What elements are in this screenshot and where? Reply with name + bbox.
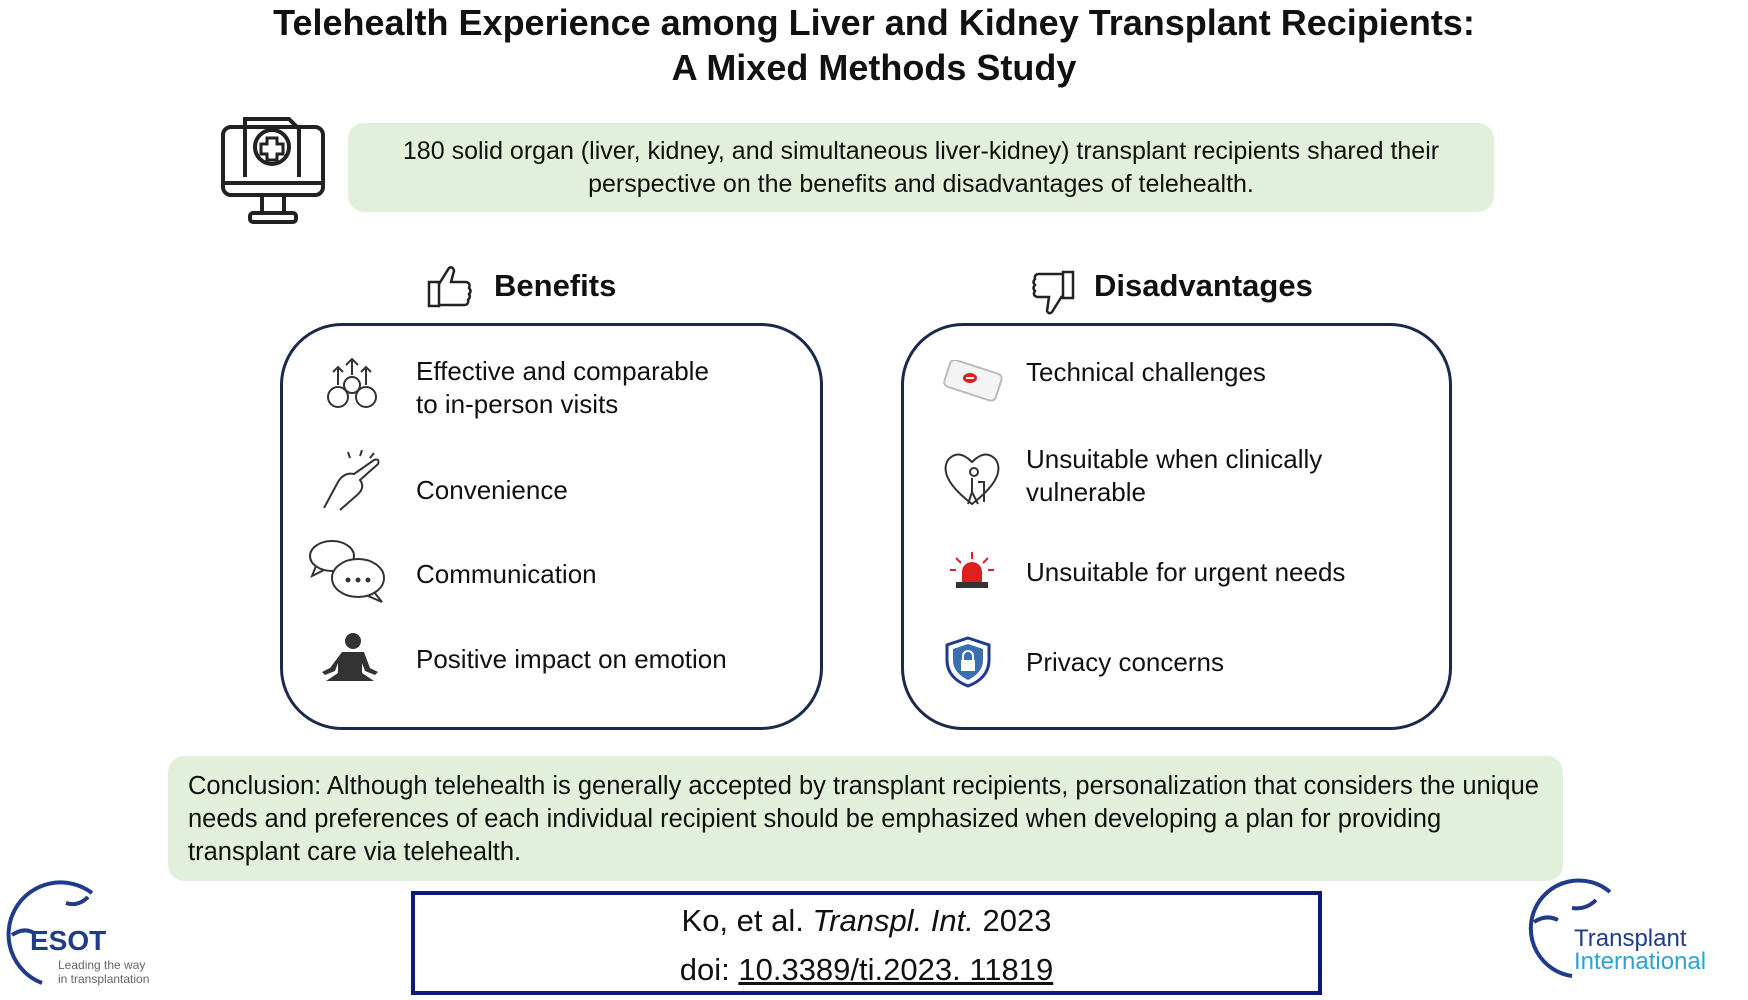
alarm-siren-icon	[948, 550, 996, 590]
study-summary: 180 solid organ (liver, kidney, and simu…	[348, 123, 1494, 212]
citation-box: Ko, et al. Transpl. Int. 2023 doi: 10.33…	[411, 891, 1322, 995]
disadvantage-label: Unsuitable when clinically	[1026, 444, 1323, 474]
benefit-emotion: Positive impact on emotion	[416, 644, 727, 674]
citation-year: 2023	[982, 903, 1052, 938]
heart-elderly-icon	[942, 450, 1002, 508]
gears-arrows-icon	[318, 355, 386, 413]
title-line-1: Telehealth Experience among Liver and Ki…	[273, 2, 1475, 43]
thumbs-up-icon	[427, 264, 473, 308]
ti-wordmark-2: International	[1574, 948, 1707, 975]
benefit-label: to in-person visits	[416, 389, 619, 419]
conclusion-text: Conclusion: Although telehealth is gener…	[168, 756, 1563, 881]
ti-arc-icon	[1528, 878, 1612, 978]
disadvantage-urgent: Unsuitable for urgent needs	[1026, 557, 1346, 587]
esot-wordmark: ESOT	[30, 925, 107, 956]
benefits-heading: Benefits	[494, 268, 617, 303]
disadvantage-vulnerable: Unsuitable when clinically vulnerable	[1026, 443, 1322, 509]
citation-authors: Ko, et al.	[681, 903, 804, 938]
benefits-panel	[280, 323, 823, 730]
title-line-2: A Mixed Methods Study	[671, 47, 1077, 88]
esot-tagline-1: Leading the way	[58, 958, 146, 972]
disadvantages-heading: Disadvantages	[1094, 268, 1313, 303]
meditation-icon	[322, 632, 384, 688]
benefit-convenience: Convenience	[416, 475, 568, 505]
disadvantages-panel	[901, 323, 1452, 730]
speech-bubbles-icon	[308, 538, 388, 604]
ti-wordmark-1: Transplant	[1574, 925, 1687, 952]
doi-link[interactable]: 10.3389/ti.2023. 11819	[738, 952, 1054, 987]
esot-tagline-2: in transplantation	[58, 972, 150, 986]
disadvantage-label: vulnerable	[1026, 477, 1146, 507]
telehealth-monitor-icon	[220, 111, 326, 225]
page-title: Telehealth Experience among Liver and Ki…	[0, 0, 1748, 90]
esot-arc-icon	[6, 880, 94, 985]
phone-error-icon	[940, 360, 1004, 408]
esot-tagline: Leading the way in transplantation	[58, 958, 149, 986]
hand-snap-icon	[320, 450, 392, 512]
disadvantage-technical: Technical challenges	[1026, 357, 1266, 387]
shield-lock-icon	[943, 636, 993, 688]
citation-journal: Transpl. Int.	[812, 903, 974, 938]
benefit-label: Effective and comparable	[416, 356, 709, 386]
thumbs-down-icon	[1029, 270, 1075, 316]
transplant-international-logo: Transplant International	[1522, 878, 1748, 978]
doi-label: doi:	[679, 952, 730, 987]
benefit-effective: Effective and comparable to in-person vis…	[416, 355, 709, 421]
esot-logo: ESOT Leading the way in transplantation	[2, 875, 167, 987]
benefit-communication: Communication	[416, 559, 597, 589]
disadvantage-privacy: Privacy concerns	[1026, 647, 1224, 677]
citation-line: Ko, et al. Transpl. Int. 2023	[415, 896, 1318, 945]
doi-line: doi: 10.3389/ti.2023. 11819	[415, 945, 1318, 994]
